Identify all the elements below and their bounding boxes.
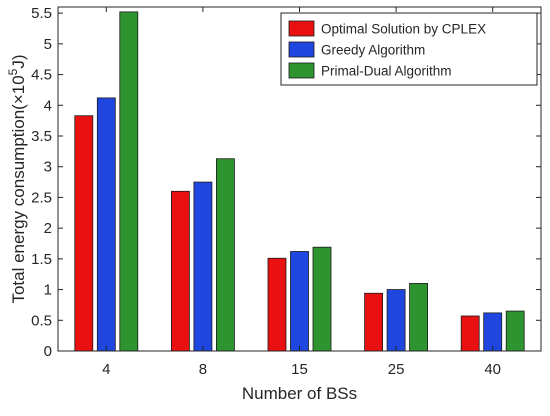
y-tick-label: 3 [44, 159, 52, 176]
legend-label-1: Optimal Solution by CPLEX [321, 22, 486, 37]
bar-1-4 [74, 115, 94, 352]
y-axis-label-exponent: 5 [6, 68, 20, 75]
x-axis-label: Number of BSs [242, 384, 357, 403]
y-tick-label: 0 [44, 343, 52, 360]
x-tick-label: 8 [199, 361, 207, 378]
y-tick-label: 1.5 [31, 251, 52, 268]
y-tick-label: 1 [44, 282, 52, 299]
y-tick-label: 5 [44, 36, 52, 53]
bar-1-8 [170, 190, 190, 352]
y-tick-label: 0.5 [31, 312, 52, 329]
y-tick-label: 5.5 [31, 5, 52, 22]
y-axis-label-main: Total energy consumption(×10 [9, 75, 28, 303]
bar-3-8 [215, 158, 235, 352]
y-axis-label-unit: J) [9, 54, 28, 68]
y-tick-label: 2.5 [31, 189, 52, 206]
bar-3-40 [505, 310, 525, 352]
y-tick-label: 2 [44, 220, 52, 237]
y-tick-label: 4 [44, 97, 52, 114]
bar-2-25 [386, 289, 406, 352]
legend-label-2: Greedy Algorithm [321, 43, 425, 58]
bar-1-25 [364, 292, 384, 352]
bar-1-40 [460, 315, 480, 352]
x-tick-label: 4 [102, 361, 110, 378]
bar-1-15 [267, 257, 287, 352]
legend-box [280, 12, 538, 86]
y-axis-label: Total energy consumption(×105J) [6, 54, 28, 303]
legend: Optimal Solution by CPLEX Greedy Algorith… [280, 12, 538, 86]
legend-label-3: Primal-Dual Algorithm [321, 64, 452, 79]
bars-layer [74, 11, 525, 352]
bar-2-4 [96, 97, 116, 352]
legend-swatch-3 [288, 62, 315, 79]
legend-swatch-1 [288, 20, 315, 37]
y-tick-label: 4.5 [31, 67, 52, 84]
x-tick-label: 15 [291, 361, 308, 378]
legend-items: Optimal Solution by CPLEX Greedy Algorith… [288, 20, 486, 79]
x-tick-label: 40 [484, 361, 501, 378]
bar-3-25 [409, 283, 429, 352]
legend-swatch-2 [288, 41, 315, 58]
bar-2-40 [483, 312, 503, 352]
bar-2-15 [290, 251, 309, 352]
y-tick-label: 3.5 [31, 128, 52, 145]
bar-3-4 [119, 11, 139, 352]
bar-3-15 [312, 246, 332, 352]
bar-2-8 [193, 181, 213, 352]
x-tick-label: 25 [388, 361, 405, 378]
x-ticks: 4 8 15 25 40 [102, 7, 501, 378]
